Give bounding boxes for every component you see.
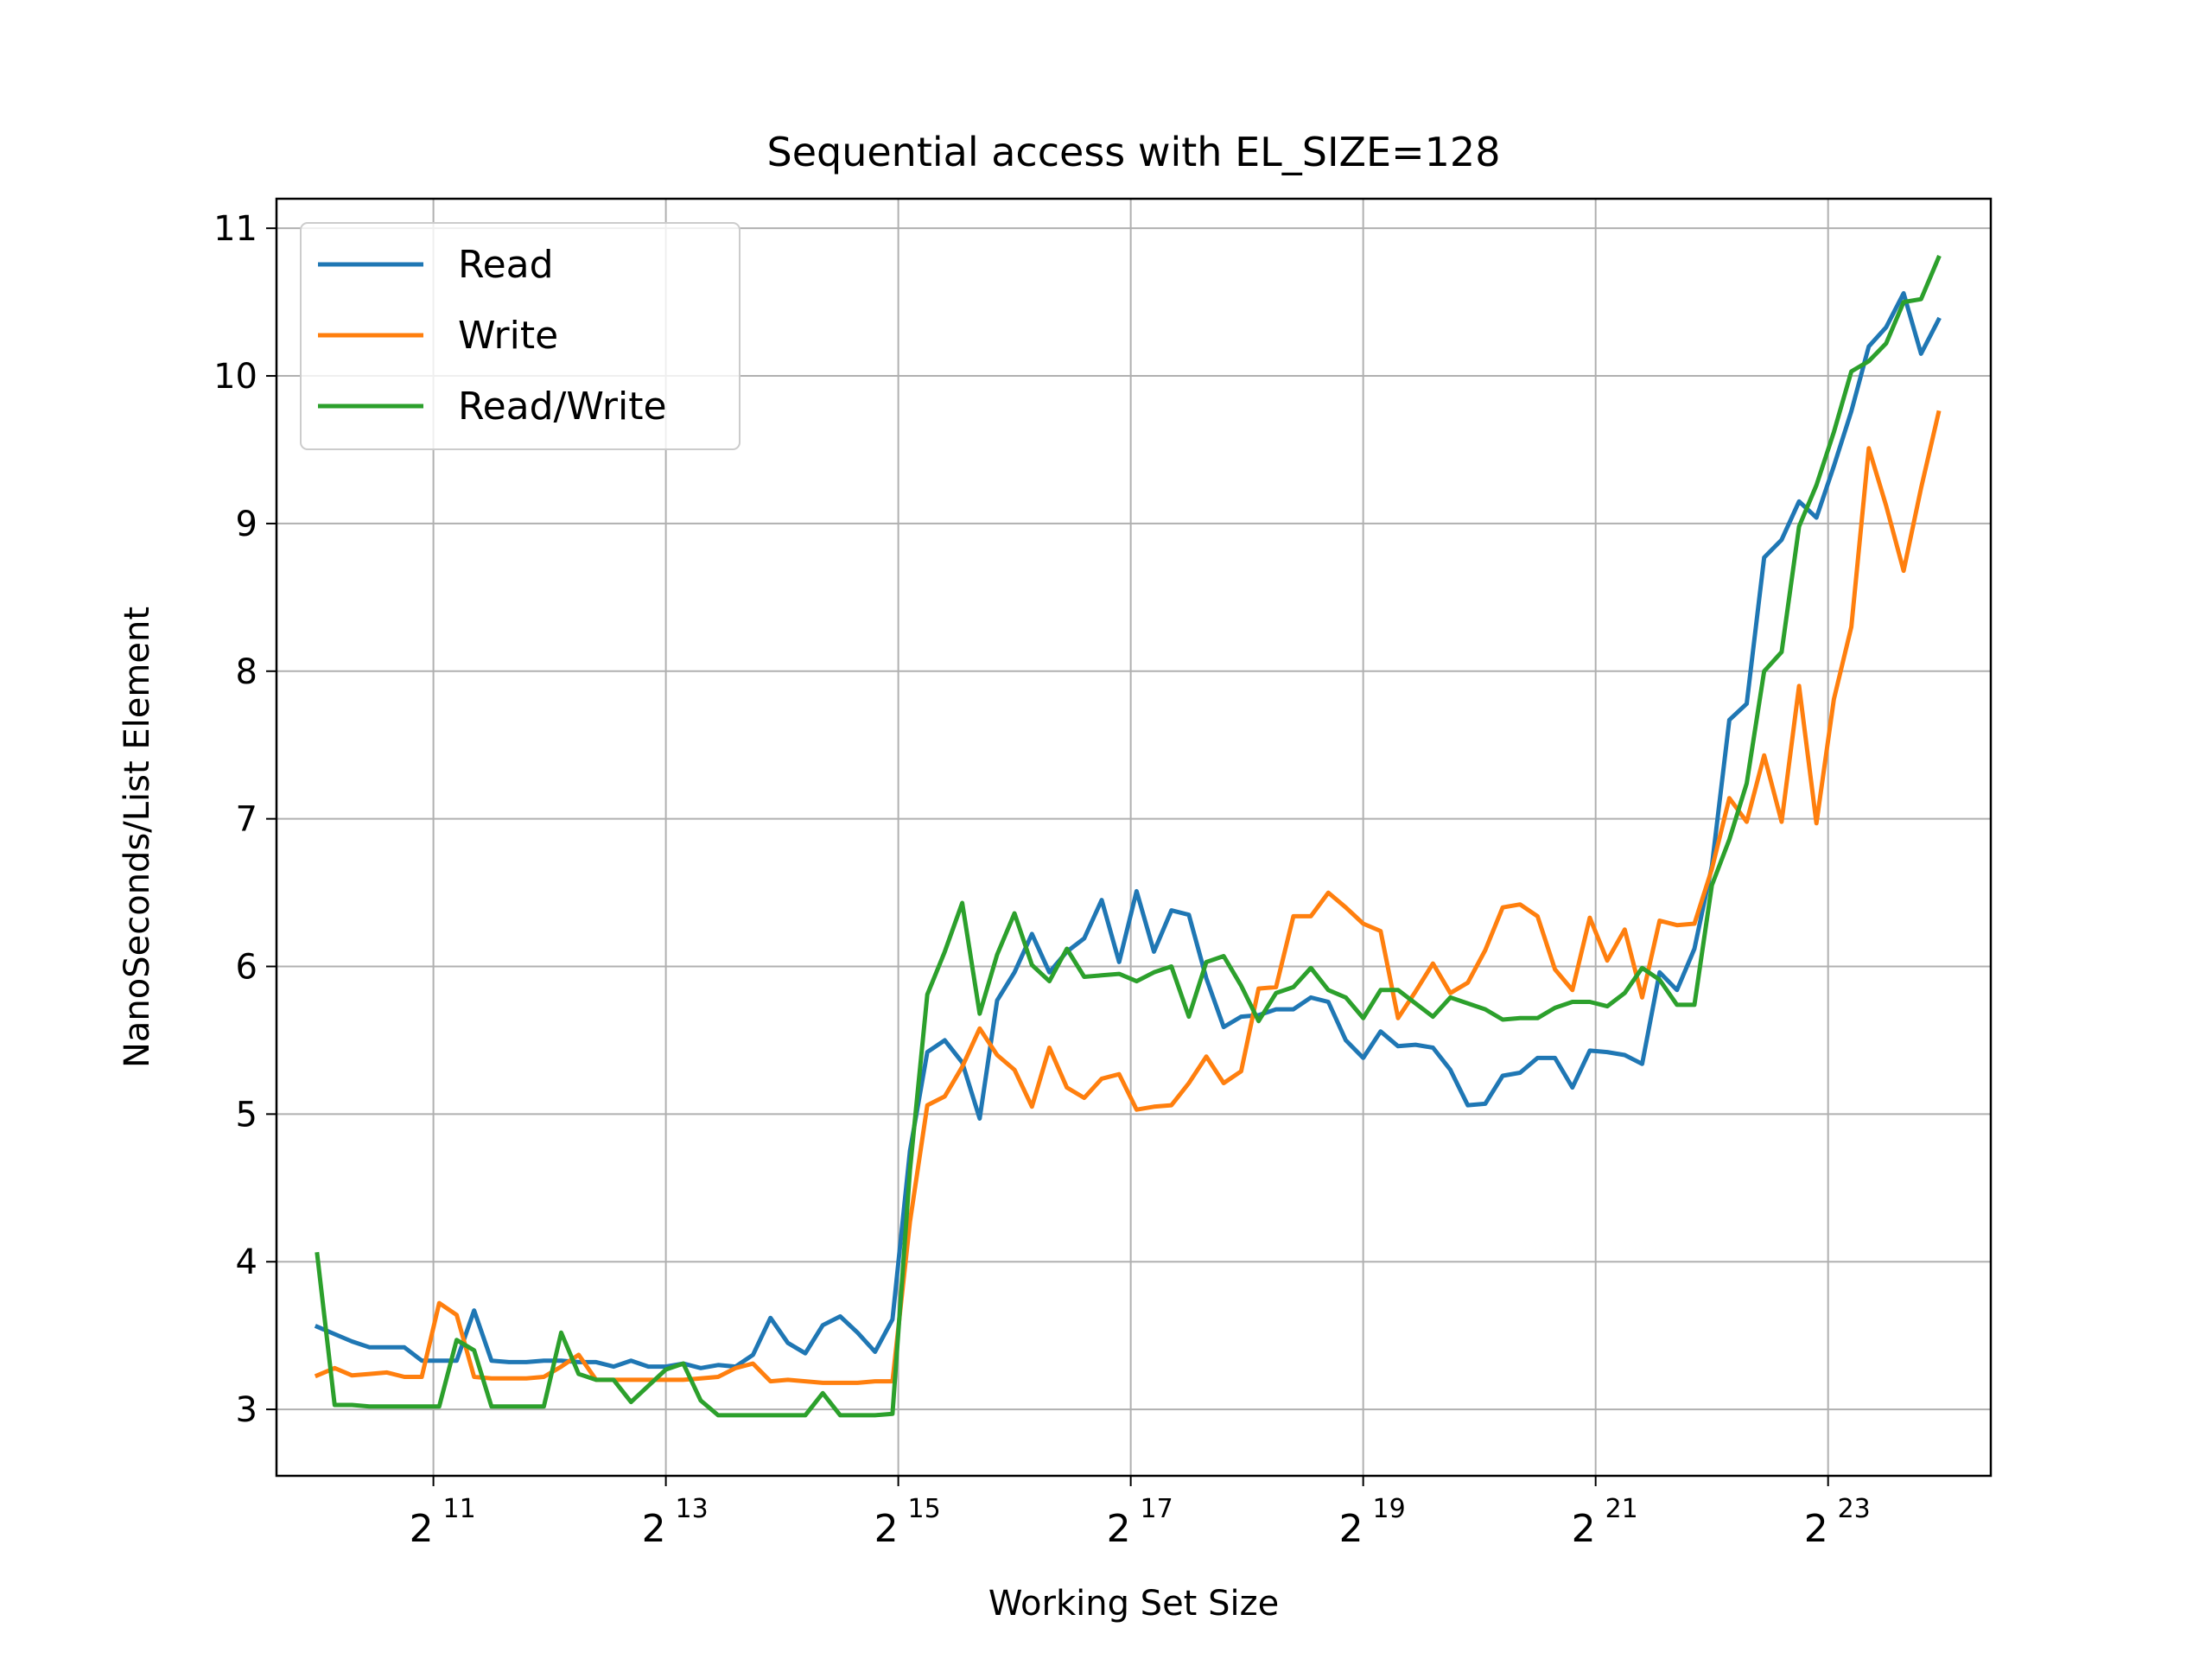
y-tick-label: 4 [236, 1243, 257, 1282]
x-tick-exponent: 21 [1605, 1494, 1638, 1524]
y-tick-label: 9 [236, 505, 257, 544]
x-axis-label: Working Set Size [988, 1584, 1279, 1624]
x-tick-exponent: 19 [1373, 1494, 1406, 1524]
y-axis-label: NanoSeconds/List Element [118, 607, 157, 1068]
x-tick-label: 2 [1572, 1507, 1596, 1551]
x-axis-ticks: 2 11 2 13 2 15 2 17 2 19 2 21 2 23 [410, 1476, 1871, 1551]
x-tick-exponent: 11 [442, 1494, 475, 1524]
y-tick-label: 7 [236, 800, 257, 840]
legend-label-write: Write [458, 314, 558, 358]
series-line-read [314, 290, 1942, 1370]
x-tick-label: 2 [1339, 1507, 1363, 1551]
x-tick-exponent: 23 [1838, 1494, 1871, 1524]
x-tick-label: 2 [410, 1507, 434, 1551]
legend-box [300, 222, 741, 450]
x-tick-label: 2 [1107, 1507, 1131, 1551]
y-tick-label: 11 [213, 209, 257, 249]
y-axis-ticks: 3 4 5 6 7 8 9 10 11 [213, 209, 276, 1430]
legend-label-read: Read [458, 243, 554, 287]
plot-frame [275, 197, 1993, 1478]
series-line-read-write [315, 255, 1942, 1418]
legend-label-read-write: Read/Write [458, 385, 667, 429]
x-tick-exponent: 17 [1141, 1494, 1173, 1524]
legend-entries: Read Write Read/Write [318, 243, 667, 429]
legend: Read Write Read/Write [300, 222, 741, 450]
x-tick-label: 2 [874, 1507, 899, 1551]
y-tick-label: 6 [236, 948, 257, 988]
x-tick-label: 2 [1804, 1507, 1828, 1551]
x-tick-label: 2 [642, 1507, 666, 1551]
chart-title: Sequential access with EL_SIZE=128 [767, 129, 1501, 175]
y-tick-label: 8 [236, 652, 257, 692]
y-tick-label: 10 [213, 357, 257, 397]
x-tick-exponent: 13 [676, 1494, 709, 1524]
y-tick-label: 5 [236, 1095, 257, 1135]
series-line-write [314, 410, 1942, 1385]
y-tick-label: 3 [236, 1390, 257, 1430]
x-tick-exponent: 15 [908, 1494, 941, 1524]
series-lines [314, 255, 1942, 1418]
